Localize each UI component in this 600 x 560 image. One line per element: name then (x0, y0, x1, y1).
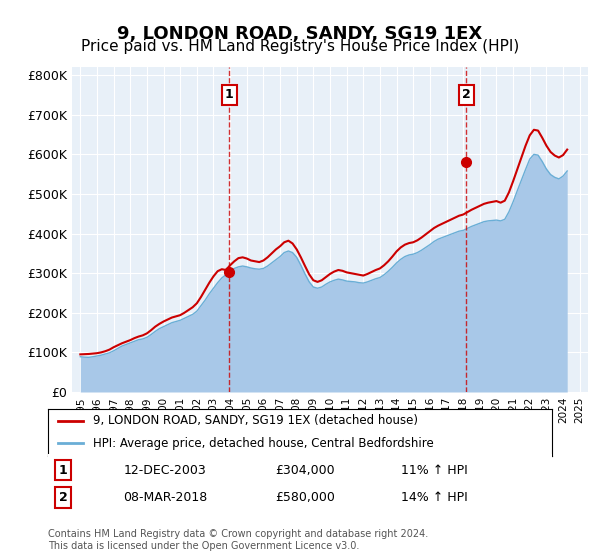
Text: 9, LONDON ROAD, SANDY, SG19 1EX: 9, LONDON ROAD, SANDY, SG19 1EX (118, 25, 482, 43)
Text: 2: 2 (462, 88, 470, 101)
Text: 2: 2 (59, 491, 67, 504)
Text: 11% ↑ HPI: 11% ↑ HPI (401, 464, 467, 477)
Text: 9, LONDON ROAD, SANDY, SG19 1EX (detached house): 9, LONDON ROAD, SANDY, SG19 1EX (detache… (94, 414, 418, 427)
Text: HPI: Average price, detached house, Central Bedfordshire: HPI: Average price, detached house, Cent… (94, 437, 434, 450)
Text: 1: 1 (225, 88, 233, 101)
Text: 08-MAR-2018: 08-MAR-2018 (124, 491, 208, 504)
Text: £580,000: £580,000 (275, 491, 335, 504)
Text: Price paid vs. HM Land Registry's House Price Index (HPI): Price paid vs. HM Land Registry's House … (81, 39, 519, 54)
Text: 12-DEC-2003: 12-DEC-2003 (124, 464, 206, 477)
Text: Contains HM Land Registry data © Crown copyright and database right 2024.
This d: Contains HM Land Registry data © Crown c… (48, 529, 428, 551)
Text: 1: 1 (59, 464, 67, 477)
Text: £304,000: £304,000 (275, 464, 334, 477)
Text: 14% ↑ HPI: 14% ↑ HPI (401, 491, 467, 504)
